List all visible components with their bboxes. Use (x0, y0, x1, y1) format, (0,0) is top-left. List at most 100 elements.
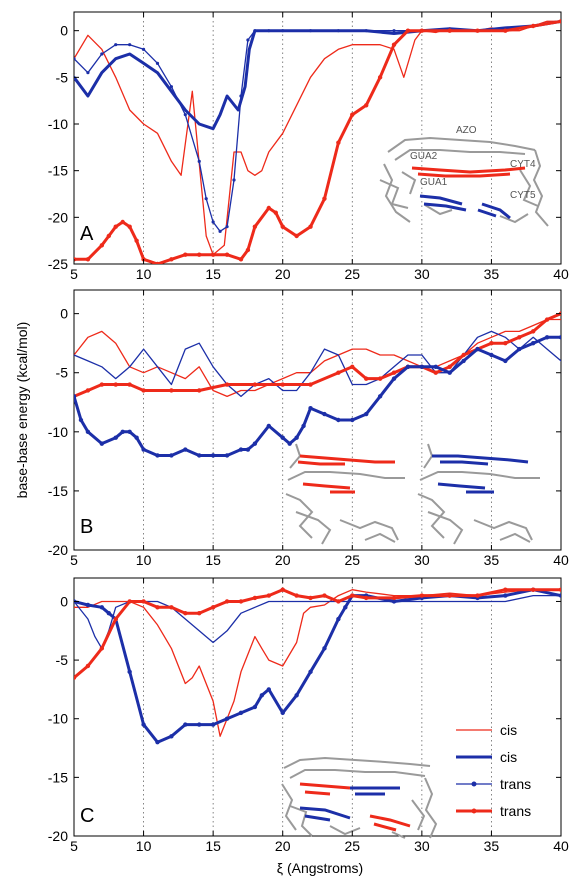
data-point (127, 669, 132, 675)
data-point (155, 453, 160, 458)
data-point (253, 29, 257, 33)
data-point (245, 447, 251, 452)
y-tick-label: -10 (48, 116, 68, 132)
data-point (252, 224, 258, 229)
data-point (266, 205, 271, 211)
data-point (447, 364, 452, 370)
data-point (106, 233, 111, 239)
inset-label-cyt5: CYT5 (510, 190, 536, 201)
data-point (308, 405, 313, 411)
data-point (391, 370, 397, 375)
panel-a-series (74, 19, 561, 264)
data-point (224, 716, 230, 721)
data-point (287, 441, 292, 446)
data-point (517, 346, 522, 352)
data-point (419, 593, 425, 598)
data-point (74, 394, 77, 399)
x-tick-label: 5 (70, 838, 78, 854)
data-point (294, 593, 299, 598)
data-point (85, 429, 91, 435)
data-point (155, 61, 160, 65)
data-point (224, 382, 230, 387)
data-point (322, 593, 327, 598)
data-point (322, 411, 327, 417)
data-point (74, 257, 77, 262)
data-point (391, 42, 397, 47)
data-point (210, 605, 216, 610)
data-point (350, 364, 355, 370)
data-point (252, 704, 258, 710)
data-point (238, 257, 244, 262)
data-point (232, 178, 236, 182)
data-point (336, 616, 341, 622)
data-point (197, 610, 202, 616)
data-point (134, 435, 139, 440)
data-point (447, 593, 452, 598)
data-point (106, 610, 111, 616)
data-point (364, 411, 369, 417)
data-point (128, 43, 132, 47)
data-point (544, 317, 550, 322)
data-point (197, 252, 202, 257)
data-point (141, 722, 146, 727)
data-point (266, 423, 271, 429)
x-tick-label: 5 (70, 266, 78, 282)
data-point (155, 605, 160, 610)
data-point (489, 340, 494, 346)
data-point (113, 616, 118, 622)
data-point (294, 233, 299, 239)
data-point (267, 29, 271, 33)
inset-label-gua1: GUA1 (420, 177, 448, 188)
data-point (99, 441, 105, 446)
data-point (530, 340, 536, 346)
x-tick-label: 35 (484, 552, 500, 568)
data-point (530, 23, 536, 29)
data-point (419, 364, 425, 370)
panel-a-label: A (80, 223, 94, 245)
data-point (100, 52, 104, 56)
x-tick-label: 20 (275, 266, 291, 282)
data-point (377, 75, 383, 80)
data-point (364, 103, 369, 108)
data-point (197, 159, 201, 163)
data-point (225, 225, 229, 229)
panel-b-inset-molecule (285, 443, 540, 545)
data-point (197, 722, 202, 727)
data-point (218, 229, 222, 233)
data-point (308, 29, 313, 33)
data-point (517, 335, 522, 340)
data-point (350, 417, 355, 423)
y-tick-label: 0 (60, 306, 68, 322)
data-point (127, 599, 132, 604)
data-point (99, 646, 105, 651)
data-point (447, 28, 452, 33)
y-tick-label: -20 (48, 209, 68, 225)
y-tick-label: -25 (48, 256, 68, 272)
data-point (120, 219, 125, 225)
data-point (86, 71, 90, 75)
y-tick-label: 0 (60, 23, 68, 39)
data-point (280, 587, 285, 592)
data-point (280, 710, 285, 716)
data-point (183, 113, 187, 117)
data-point (336, 599, 341, 604)
data-point (224, 252, 230, 257)
data-point (350, 112, 355, 117)
panel-b-series-1-line (74, 330, 561, 398)
data-point (183, 447, 188, 452)
data-point (169, 388, 174, 393)
data-point (461, 358, 466, 364)
data-point (127, 224, 132, 229)
data-point (266, 687, 271, 692)
data-point (308, 669, 313, 675)
x-tick-label: 25 (344, 266, 360, 282)
data-point (113, 382, 118, 387)
data-point (169, 85, 173, 89)
panel-a-frame (73, 11, 562, 265)
panel-a-ticks: 5 10 15 20 25 30 35 40 0 -5 -10 -15 -20 -25 (48, 12, 569, 282)
legend-label: cis (500, 722, 517, 738)
data-point (210, 453, 216, 458)
data-point (266, 593, 271, 598)
data-point (419, 28, 425, 33)
x-tick-label: 30 (414, 552, 430, 568)
